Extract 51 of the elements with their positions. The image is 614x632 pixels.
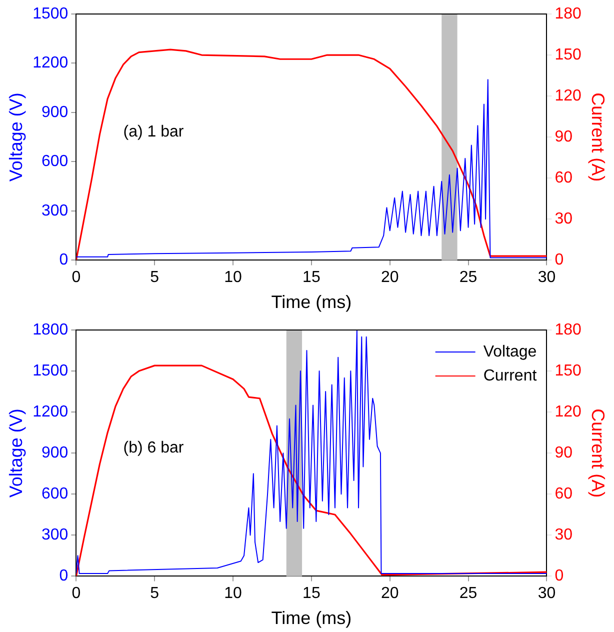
y-tick-label: 900 — [41, 444, 68, 462]
y-tick-label: 300 — [41, 202, 68, 220]
x-tick-label: 20 — [380, 269, 399, 286]
x-tick-label: 10 — [224, 585, 242, 602]
x-axis-title: Time (ms) — [271, 292, 352, 312]
y-tick-label: 0 — [59, 568, 68, 585]
y2-tick-label: 60 — [554, 170, 573, 187]
y-axis-title: Voltage (V) — [6, 408, 26, 498]
x-tick-label: 15 — [302, 269, 320, 286]
y2-tick-label: 150 — [554, 46, 582, 64]
y2-tick-label: 180 — [554, 5, 582, 22]
y-tick-label: 900 — [41, 104, 68, 121]
y-tick-label: 1200 — [32, 54, 68, 72]
y2-tick-label: 90 — [554, 444, 573, 462]
x-tick-label: 20 — [380, 585, 399, 602]
y2-tick-label: 120 — [554, 87, 582, 104]
y-tick-label: 300 — [41, 526, 68, 544]
y-tick-label: 1200 — [32, 403, 68, 420]
y2-axis-title: Current (A) — [588, 408, 608, 498]
x-tick-label: 15 — [302, 585, 320, 602]
legend-label: Current — [483, 367, 538, 384]
y2-tick-label: 0 — [554, 252, 564, 269]
x-tick-label: 25 — [459, 585, 478, 602]
y2-tick-label: 30 — [554, 210, 573, 228]
y-tick-label: 1800 — [32, 321, 68, 338]
x-tick-label: 0 — [72, 269, 81, 286]
x-tick-label: 5 — [150, 585, 160, 602]
y2-tick-label: 90 — [554, 128, 573, 146]
y-tick-label: 600 — [41, 153, 68, 170]
legend-label: Voltage — [483, 343, 537, 360]
annotation: (a) 1 bar — [123, 124, 184, 141]
y2-tick-label: 0 — [554, 568, 564, 585]
y2-tick-label: 60 — [554, 486, 573, 503]
y-tick-label: 1500 — [32, 362, 68, 380]
y2-tick-label: 180 — [554, 321, 582, 338]
annotation: (b) 6 bar — [123, 440, 184, 457]
x-tick-label: 30 — [538, 269, 556, 286]
x-tick-label: 5 — [150, 269, 160, 286]
y-tick-label: 0 — [59, 252, 68, 269]
x-axis-title: Time (ms) — [271, 608, 352, 628]
y-axis-title: Voltage (V) — [6, 92, 26, 182]
y2-axis-title: Current (A) — [588, 92, 608, 182]
x-tick-label: 30 — [538, 585, 556, 602]
x-tick-label: 10 — [224, 269, 242, 286]
y-tick-label: 1500 — [32, 5, 68, 22]
y-tick-label: 600 — [41, 486, 68, 503]
y2-tick-label: 30 — [554, 526, 573, 544]
x-tick-label: 0 — [72, 585, 81, 602]
x-tick-label: 25 — [459, 269, 478, 286]
y2-tick-label: 150 — [554, 362, 582, 380]
y2-tick-label: 120 — [554, 403, 582, 420]
